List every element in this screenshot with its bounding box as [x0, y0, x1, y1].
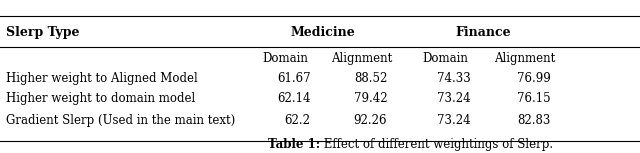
Text: Table 1:: Table 1:: [268, 138, 320, 151]
Text: Higher weight to Aligned Model: Higher weight to Aligned Model: [6, 72, 198, 84]
Text: Alignment: Alignment: [331, 52, 392, 65]
Text: 62.2: 62.2: [284, 114, 310, 127]
Text: Domain: Domain: [422, 52, 468, 65]
Text: Alignment: Alignment: [494, 52, 556, 65]
Text: 73.24: 73.24: [436, 92, 470, 105]
Text: 79.42: 79.42: [353, 92, 387, 105]
Text: 61.67: 61.67: [276, 72, 310, 84]
Text: Gradient Slerp (Used in the main text): Gradient Slerp (Used in the main text): [6, 114, 236, 127]
Text: Domain: Domain: [262, 52, 308, 65]
Text: Finance: Finance: [456, 26, 511, 39]
Text: Medicine: Medicine: [291, 26, 356, 39]
Text: Slerp Type: Slerp Type: [6, 26, 80, 39]
Text: 82.83: 82.83: [517, 114, 550, 127]
Text: Effect of different weightings of Slerp.: Effect of different weightings of Slerp.: [320, 138, 553, 151]
Text: 62.14: 62.14: [277, 92, 310, 105]
Text: 92.26: 92.26: [354, 114, 387, 127]
Text: 76.99: 76.99: [516, 72, 550, 84]
Text: 73.24: 73.24: [436, 114, 470, 127]
Text: 88.52: 88.52: [354, 72, 387, 84]
Text: 74.33: 74.33: [436, 72, 470, 84]
Text: 76.15: 76.15: [516, 92, 550, 105]
Text: Higher weight to domain model: Higher weight to domain model: [6, 92, 196, 105]
